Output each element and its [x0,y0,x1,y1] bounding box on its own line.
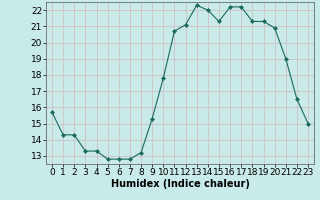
X-axis label: Humidex (Indice chaleur): Humidex (Indice chaleur) [111,179,249,189]
